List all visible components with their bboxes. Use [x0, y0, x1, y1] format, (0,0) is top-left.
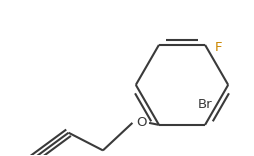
Text: Br: Br: [198, 98, 212, 111]
Text: F: F: [215, 41, 223, 54]
Text: O: O: [136, 116, 147, 129]
